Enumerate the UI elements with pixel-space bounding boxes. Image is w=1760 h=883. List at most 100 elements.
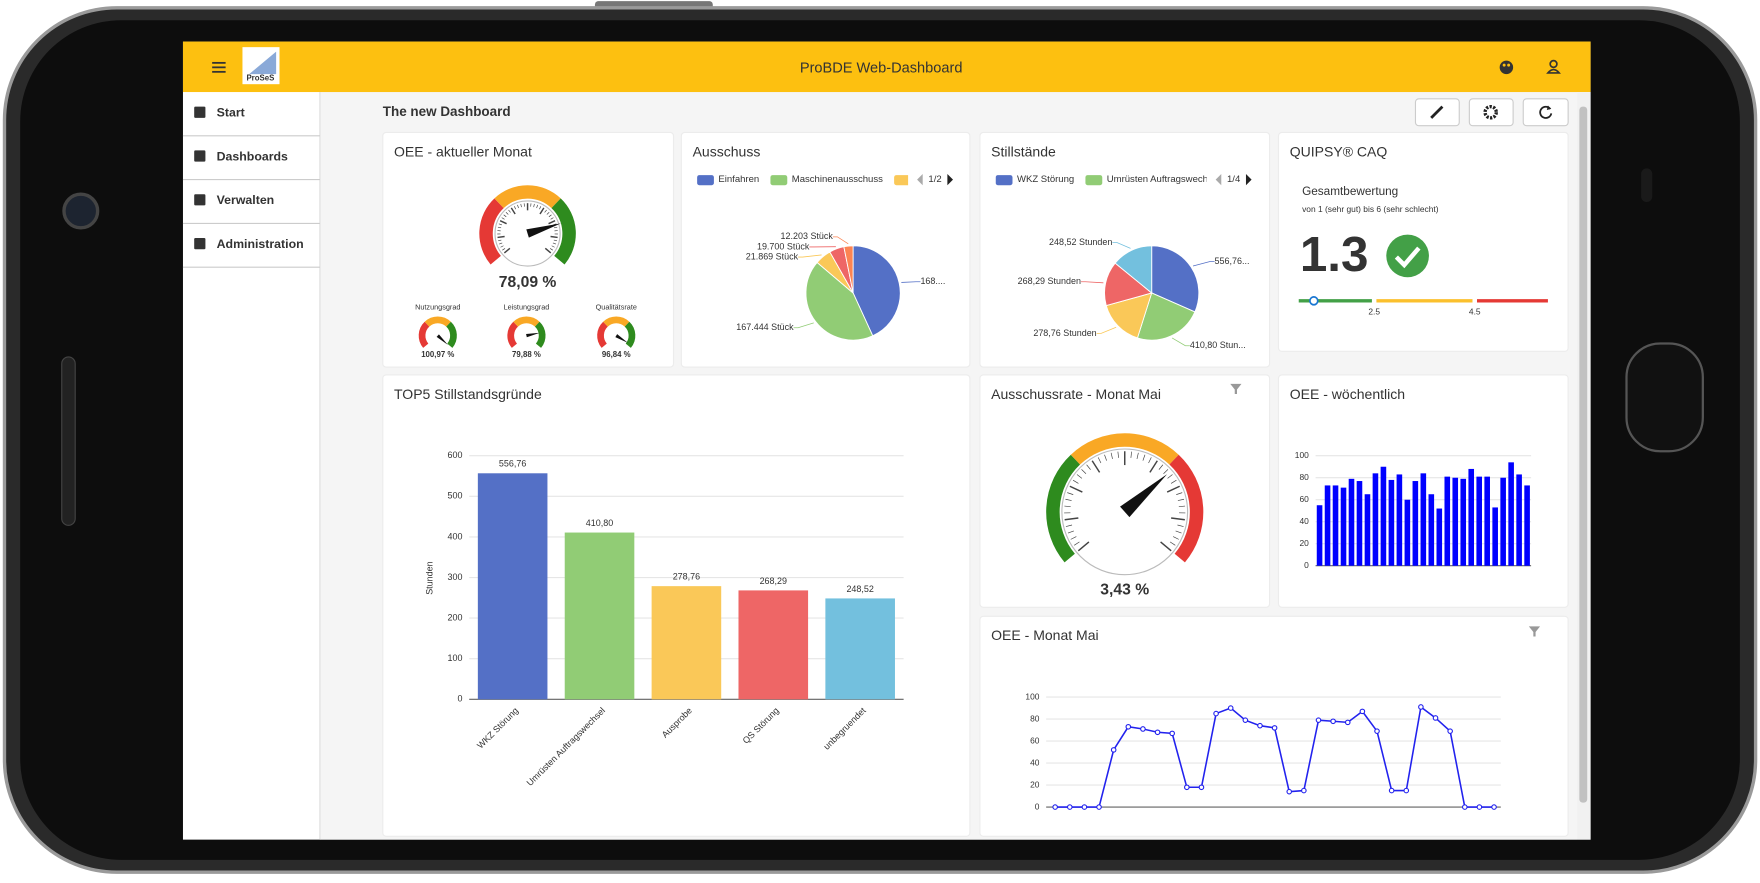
legend: WKZ Störung Umrüsten Auftragswechs [995, 174, 1213, 186]
bar [564, 532, 635, 700]
gauge-dial-tick [1172, 536, 1179, 540]
gauge-band [551, 198, 576, 265]
pie-slice [805, 261, 874, 341]
gauge-dial-tick [517, 204, 519, 209]
bar [651, 586, 722, 700]
widget-title: OEE - wöchentlich [1290, 386, 1405, 402]
pie-label: 556,76... [1215, 256, 1250, 266]
line-point [1066, 804, 1073, 810]
line-point [1096, 804, 1102, 810]
filter-icon[interactable] [1230, 383, 1242, 394]
pie-slice [843, 245, 854, 294]
home-button[interactable] [1625, 342, 1704, 453]
gauge-dial-tick [1163, 469, 1169, 475]
rating-check [1386, 234, 1429, 278]
gauge-value-label: 100,97 % [421, 350, 454, 359]
bar-value-label: 278,76 [673, 572, 700, 582]
bar-value-label: 248,52 [846, 584, 873, 594]
bar [825, 598, 895, 700]
line-point [1169, 730, 1175, 737]
legend-pager: 1/4 [1227, 174, 1241, 185]
line-point [1359, 708, 1366, 715]
line-point [1198, 784, 1205, 791]
gauge-dial-tick [513, 206, 517, 210]
gauge-dial-tick [1177, 498, 1185, 501]
gauge-dial-tick [500, 245, 504, 248]
gauge-band [424, 316, 451, 327]
pie-leader [1192, 261, 1215, 267]
gauge-dial-tick [1072, 479, 1079, 484]
pie-leader [1171, 337, 1190, 347]
line-point [1388, 787, 1395, 794]
widget-title: Stillstände [991, 143, 1056, 159]
line-point [1081, 804, 1088, 810]
legend-next[interactable] [947, 173, 954, 186]
legend-label: Umrüsten Auftragswechs [1107, 174, 1213, 185]
nav-icon [194, 106, 206, 118]
bar [477, 473, 548, 700]
gauge-dial-tick [1065, 498, 1072, 501]
legend-prev[interactable] [1215, 173, 1222, 186]
bar [1412, 481, 1419, 566]
gauge-dial-tick [1117, 451, 1119, 458]
bar [1324, 485, 1331, 566]
legend-swatch [697, 175, 714, 186]
nav-item[interactable]: Dashboards [182, 149, 320, 181]
gauge-dial-tick [551, 245, 555, 248]
bar-value-label: 410,80 [586, 518, 613, 528]
y-tick-label: 80 [1299, 472, 1309, 482]
line-point [1476, 804, 1483, 810]
nav-item[interactable]: Start [182, 106, 320, 137]
bar [1484, 476, 1490, 566]
gauge-dial-tick [1069, 485, 1083, 493]
line-point [1227, 705, 1234, 711]
widget-title: QUIPSY® CAQ [1290, 143, 1388, 159]
refresh-button[interactable] [1522, 98, 1569, 127]
y-tick-label: 200 [448, 612, 463, 622]
menu-icon[interactable] [212, 61, 226, 73]
bar [1492, 507, 1498, 566]
gauge-band [1046, 454, 1081, 563]
widget-title: Ausschussrate - Monat Mai [991, 386, 1161, 402]
filter-icon[interactable] [1528, 626, 1541, 637]
gauge-dial-tick [544, 209, 547, 213]
y-tick-label: 40 [1030, 757, 1040, 767]
palette-icon[interactable] [1499, 60, 1514, 75]
pie-label: 278,76 Stunden [1033, 328, 1096, 338]
gauge-band [418, 321, 430, 348]
legend: EinfahrenMaschinenausschussV [697, 174, 909, 186]
gauge-dial [1061, 448, 1189, 576]
y-tick-label: 40 [1299, 516, 1309, 526]
pie-leader [1112, 242, 1131, 249]
gauge-dial-tick [505, 211, 509, 215]
scrollbar-thumb[interactable] [1579, 106, 1588, 803]
legend-next[interactable] [1245, 173, 1252, 186]
camera [62, 192, 100, 230]
gauge-value-label: 78,09 % [499, 274, 557, 291]
gauge-dial-tick [550, 235, 558, 239]
gauge-dial-tick [1142, 454, 1146, 461]
y-tick-label: 0 [457, 694, 462, 704]
gauge-band [479, 198, 504, 265]
sub-gauge-name: Nutzungsgrad [415, 302, 460, 311]
legend-prev[interactable] [917, 173, 923, 186]
user-icon[interactable] [1546, 59, 1561, 74]
pie-leader [832, 236, 849, 245]
gauge-dial-tick [1160, 541, 1172, 552]
gauge-dial-tick [548, 214, 552, 218]
rating-tick-label: 4.5 [1469, 306, 1481, 316]
legend-label: Maschinenausschuss [792, 174, 883, 185]
nav-item[interactable]: Administration [182, 237, 320, 268]
gauge-dial [494, 200, 561, 267]
gauge-dial-tick [539, 206, 542, 210]
y-tick-label: 0 [1304, 560, 1309, 570]
gauge-dial-tick [539, 207, 545, 215]
edit-button[interactable] [1414, 98, 1460, 127]
settings-button[interactable] [1468, 98, 1514, 127]
nav-item[interactable]: Verwalten [182, 193, 320, 224]
rating-tick-label: 2.5 [1368, 306, 1380, 316]
widget-title: TOP5 Stillstandsgründe [394, 386, 542, 402]
line-point [1271, 725, 1278, 731]
rating-check-mark [1394, 246, 1421, 269]
gauge-dial-tick [499, 220, 507, 225]
